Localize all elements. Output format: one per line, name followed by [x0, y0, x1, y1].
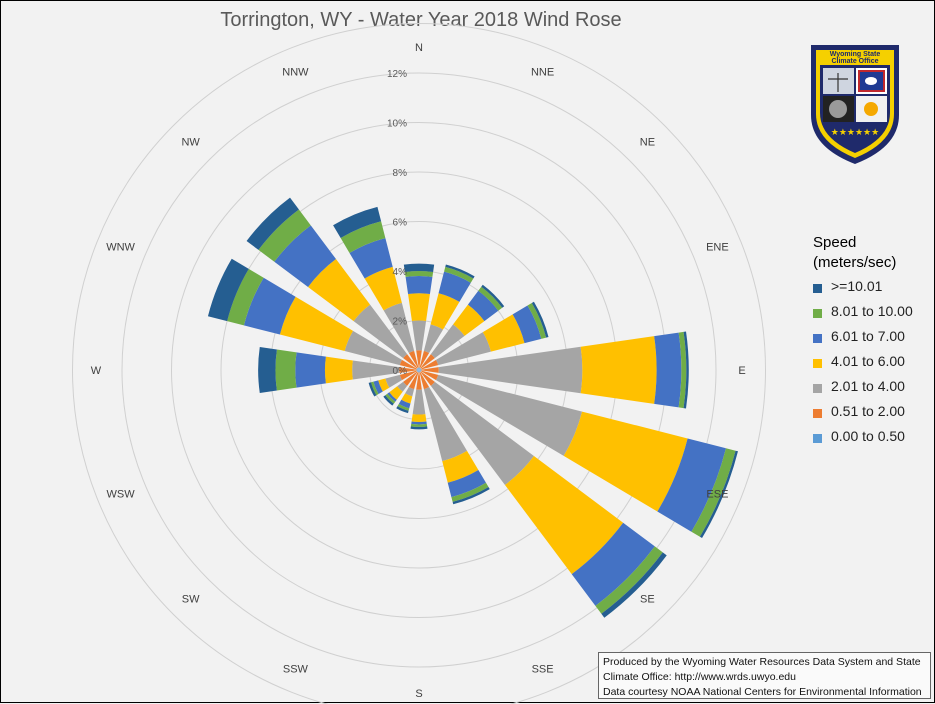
rose-wedge-segment [417, 370, 419, 371]
direction-label: NNW [282, 67, 309, 79]
legend-swatch [813, 434, 822, 443]
legend-title-line2: (meters/sec) [813, 253, 931, 273]
legend-label: 2.01 to 4.00 [831, 378, 905, 394]
credit-line1: Produced by the Wyoming Water Resources … [603, 655, 926, 670]
direction-label: SSE [532, 663, 554, 675]
radial-tick-label: 10% [387, 119, 407, 130]
radial-tick-label: 2% [393, 317, 408, 328]
legend-swatch [813, 309, 822, 318]
direction-label: SSW [283, 663, 309, 675]
direction-label: SE [640, 593, 655, 605]
rose-wedge-segment [654, 333, 681, 408]
legend-title-line1: Speed [813, 233, 931, 253]
direction-label: ENE [706, 241, 729, 253]
logo-text-line2: Climate Office [831, 58, 878, 65]
sun-disc [864, 102, 878, 116]
radial-tick-label: 0% [393, 366, 408, 377]
legend-label: 0.51 to 2.00 [831, 403, 905, 419]
legend: Speed (meters/sec) >=10.01 8.01 to 10.00 6… [813, 233, 931, 452]
legend-label: 8.01 to 10.00 [831, 303, 913, 319]
climate-office-logo: Wyoming State Climate Office ★★★★★★ [807, 43, 903, 167]
direction-label: ESE [706, 489, 728, 501]
legend-items: >=10.01 8.01 to 10.00 6.01 to 7.00 4.01 to … [813, 277, 931, 452]
logo-text-line1: Wyoming State [830, 51, 881, 58]
legend-item: 8.01 to 10.00 [813, 302, 931, 327]
legend-swatch [813, 359, 822, 368]
credit-line2: Climate Office: http://www.wrds.uwyo.edu [603, 670, 926, 685]
direction-label: W [91, 365, 102, 377]
direction-label: S [415, 688, 422, 700]
radial-tick-label: 12% [387, 69, 407, 80]
rose-wedge-segment [412, 321, 426, 351]
legend-swatch [813, 409, 822, 418]
legend-item: 6.01 to 7.00 [813, 327, 931, 352]
direction-label: NE [640, 137, 655, 149]
legend-label: 0.00 to 0.50 [831, 428, 905, 444]
direction-label: WSW [107, 489, 136, 501]
legend-item: 4.01 to 6.00 [813, 352, 931, 377]
legend-item: >=10.01 [813, 277, 931, 302]
legend-label: 6.01 to 7.00 [831, 328, 905, 344]
rose-wedge-segment [413, 390, 426, 415]
direction-label: N [415, 42, 423, 54]
rose-wedge-segment [581, 336, 657, 404]
legend-label: >=10.01 [831, 278, 882, 294]
rose-wedge-segment [275, 350, 296, 391]
rose-wedge-segment [295, 352, 326, 387]
legend-title: Speed (meters/sec) [813, 233, 931, 273]
rose-wedge-segment [406, 276, 433, 294]
legend-item: 0.00 to 0.50 [813, 427, 931, 452]
radial-tick-label: 6% [393, 218, 408, 229]
rose-wedge-segment [419, 370, 421, 371]
bars-group [208, 198, 738, 618]
flag-bison [865, 77, 877, 85]
legend-item: 2.01 to 4.00 [813, 377, 931, 402]
legend-swatch [813, 384, 822, 393]
credit-line3: Data courtesy NOAA National Centers for … [603, 685, 926, 700]
radial-tick-label: 8% [393, 168, 408, 179]
direction-label: NW [181, 137, 200, 149]
legend-swatch [813, 334, 822, 343]
direction-label: WNW [106, 241, 135, 253]
rose-wedge-segment [412, 414, 427, 422]
legend-item: 0.51 to 2.00 [813, 402, 931, 427]
rose-wedge-segment [408, 293, 430, 321]
direction-label: E [738, 365, 745, 377]
direction-label: SW [182, 593, 200, 605]
legend-swatch [813, 284, 822, 293]
credit-box: Produced by the Wyoming Water Resources … [598, 652, 931, 699]
rose-wedge-segment [325, 357, 353, 384]
direction-label: NNE [531, 67, 554, 79]
rose-wedge-segment [419, 370, 420, 372]
legend-label: 4.01 to 6.00 [831, 353, 905, 369]
rose-wedge-segment [404, 264, 434, 272]
rose-wedge-segment [419, 368, 420, 370]
radial-tick-label: 4% [393, 267, 408, 278]
moon-disc [829, 100, 847, 118]
stars-icon: ★★★★★★ [831, 128, 879, 138]
rose-wedge-segment [258, 347, 277, 393]
